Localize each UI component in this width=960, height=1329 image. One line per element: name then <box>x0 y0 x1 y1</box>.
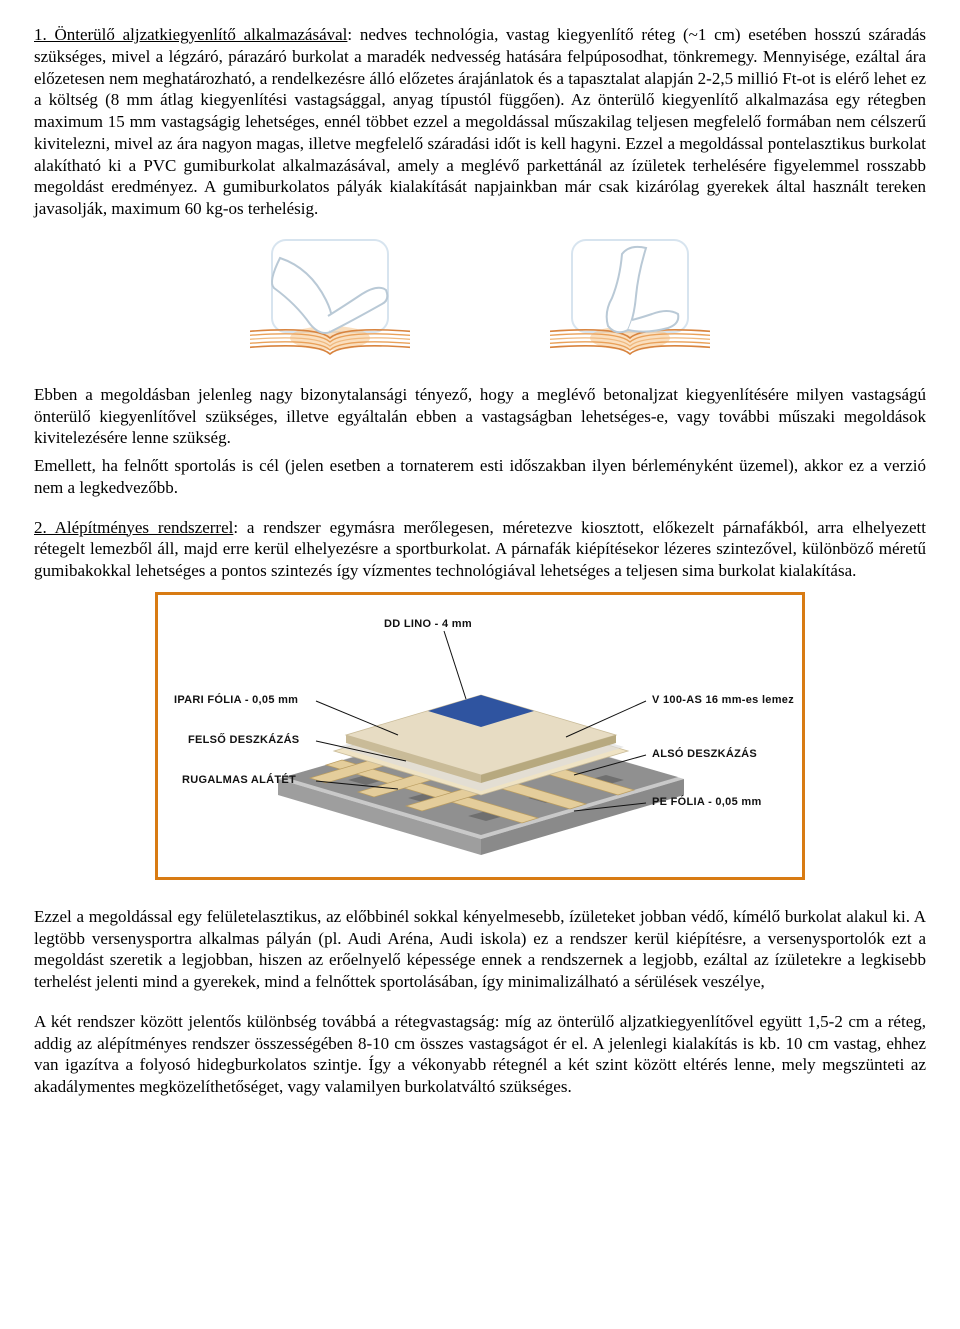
joint-tile-heel <box>550 238 710 358</box>
para1-rest: : nedves technológia, vastag kiegyenlítő… <box>34 25 926 218</box>
paragraph-4: 2. Alépítményes rendszerrel: a rendszer … <box>34 517 926 582</box>
label-pe-folia: PE FÓLIA - 0,05 mm <box>652 795 762 809</box>
joint-heel-svg <box>550 238 710 368</box>
joint-tile-elbow <box>250 238 410 358</box>
paragraph-5: Ezzel a megoldással egy felületelasztiku… <box>34 906 926 993</box>
paragraph-1: 1. Önterülő aljzatkiegyenlítő alkalmazás… <box>34 24 926 220</box>
label-dd-lino: DD LINO - 4 mm <box>384 617 472 631</box>
label-rugalmas: RUGALMAS ALÁTÉT <box>182 773 296 787</box>
figure-floor-layers: DD LINO - 4 mm IPARI FÓLIA - 0,05 mm FEL… <box>155 592 805 880</box>
label-also-deszka: ALSÓ DESZKÁZÁS <box>652 747 757 761</box>
para1-lead: 1. Önterülő aljzatkiegyenlítő alkalmazás… <box>34 25 347 44</box>
paragraph-6: A két rendszer között jelentős különbség… <box>34 1011 926 1098</box>
paragraph-2: Ebben a megoldásban jelenleg nagy bizony… <box>34 384 926 449</box>
joint-elbow-svg <box>250 238 410 368</box>
label-ipari-folia: IPARI FÓLIA - 0,05 mm <box>174 693 298 707</box>
label-felso-deszka: FELSŐ DESZKÁZÁS <box>188 733 299 747</box>
label-v100: V 100-AS 16 mm-es lemez <box>652 693 794 707</box>
para4-lead: 2. Alépítményes rendszerrel <box>34 518 233 537</box>
paragraph-3: Emellett, ha felnőtt sportolás is cél (j… <box>34 455 926 499</box>
figure-joint-impact <box>34 232 926 358</box>
